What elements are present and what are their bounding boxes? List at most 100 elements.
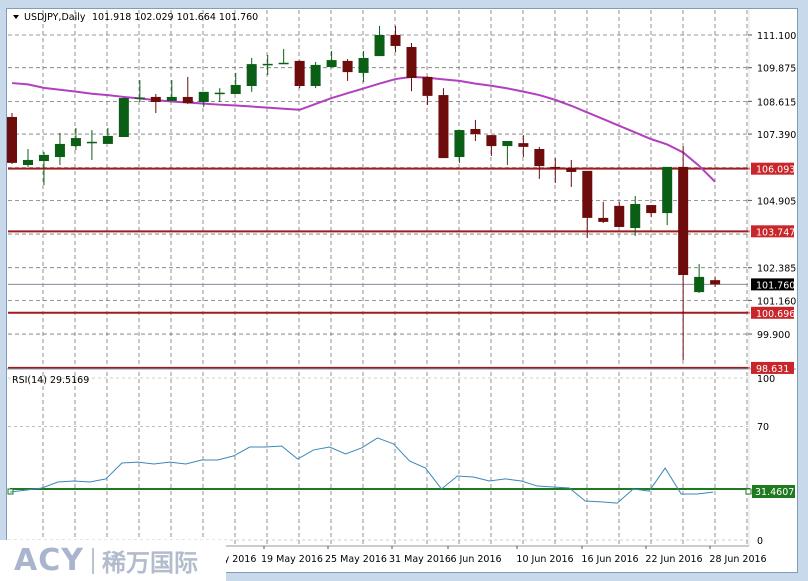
candle-11 (166, 80, 177, 101)
candle-body (566, 167, 577, 172)
candle-body (310, 64, 321, 86)
rsi-tick-0: 0 (757, 536, 763, 547)
date-label: 31 May 2016 (389, 554, 451, 565)
current-price-label: 101.760 (756, 280, 795, 291)
candle-body (406, 47, 417, 78)
date-label: 25 May 2016 (325, 554, 387, 565)
candle-42 (662, 166, 673, 226)
candle-12 (182, 76, 193, 104)
moving-average-line (11, 75, 716, 183)
candle-body (662, 166, 673, 214)
candle-body (454, 130, 465, 158)
candle-30 (470, 119, 481, 141)
price-tick-label: 101.160 (757, 296, 796, 307)
level-price-label: 106.093 (756, 165, 795, 176)
level-price-tag (751, 361, 794, 374)
candle-body (518, 143, 529, 147)
rsi-grid (8, 372, 748, 545)
candle-body (7, 116, 17, 163)
acy-logo: ACY 稀万国际 (0, 540, 226, 581)
candle-7 (102, 127, 113, 144)
date-label: 16 Jun 2016 (581, 554, 638, 565)
candle-body (326, 60, 337, 68)
rsi-level-label: 31.4607 (755, 487, 794, 498)
date-label: 28 Jun 2016 (709, 554, 766, 565)
price-tick-label: 102.385 (757, 264, 796, 275)
candle-19 (294, 60, 305, 89)
candle-body (470, 128, 481, 135)
candle-body (422, 76, 433, 96)
candle-20 (310, 61, 321, 89)
chart-window (6, 8, 798, 573)
candle-body (534, 149, 545, 167)
candle-body (118, 98, 129, 137)
candle-body (246, 64, 257, 86)
candle-23 (358, 51, 369, 82)
level-price-label: 100.696 (756, 309, 795, 320)
candle-38 (598, 201, 609, 223)
candle-1 (7, 112, 17, 164)
level-price-tag (751, 306, 794, 319)
level-price-label: 98.631 (756, 364, 789, 375)
candle-body (390, 35, 401, 46)
date-axis: y 2016 19 May 2016 25 May 2016 31 May 2016 6… (211, 546, 767, 565)
candle-body (38, 154, 49, 162)
candle-17 (262, 55, 273, 76)
grid (8, 10, 748, 368)
horizontal-levels[interactable] (8, 167, 750, 369)
candle-body (678, 166, 689, 276)
candle-14 (214, 88, 225, 103)
candle-body (710, 280, 721, 285)
candle-6 (86, 130, 97, 160)
candle-36 (566, 159, 577, 187)
price-tick-label: 109.875 (757, 64, 796, 75)
candles (7, 25, 721, 360)
level-price-label: 103.747 (756, 227, 795, 238)
rsi-level-handle-right[interactable] (745, 488, 752, 495)
candle-body (582, 170, 593, 218)
price-axis[interactable]: 106.093 103.747 100.696 98.631 111.100 109.87… (748, 31, 796, 375)
rsi-tick-70: 70 (757, 422, 769, 433)
candle-2 (22, 149, 33, 167)
ohlc-readout: 101.918 102.029 101.664 101.760 (92, 12, 258, 23)
candle-body (230, 84, 241, 95)
current-price-tag (751, 278, 794, 291)
candle-27 (422, 76, 433, 105)
candle-26 (406, 43, 417, 92)
candle-4 (54, 132, 65, 166)
price-tick-label: 111.100 (757, 31, 796, 42)
date-label: 10 Jun 2016 (516, 554, 573, 565)
candle-41 (646, 205, 657, 218)
candle-13 (198, 91, 209, 108)
candle-body (150, 96, 161, 103)
candle-body (614, 205, 625, 227)
candle-24 (374, 25, 385, 57)
candle-43 (678, 146, 689, 360)
candle-body (102, 135, 113, 144)
level-price-tag (751, 225, 794, 238)
candle-9 (134, 80, 145, 103)
candle-33 (518, 135, 529, 158)
candle-31 (486, 135, 497, 156)
candle-body (70, 138, 81, 147)
candle-16 (246, 57, 257, 92)
candle-body (166, 96, 177, 101)
dropdown-triangle-icon[interactable] (13, 15, 19, 19)
candle-body (374, 35, 385, 57)
candle-body (54, 143, 65, 158)
price-tick-label: 104.905 (757, 196, 796, 207)
candle-39 (614, 201, 625, 227)
price-tick-label: 107.390 (757, 130, 796, 141)
candle-body (214, 92, 225, 95)
candle-body (278, 62, 289, 65)
candle-body (358, 57, 369, 73)
candle-body (86, 141, 97, 144)
candle-34 (534, 146, 545, 179)
header: USDJPY,Daily 101.918 102.029 101.664 101… (13, 12, 258, 23)
candle-body (646, 205, 657, 214)
rsi-level-tag (752, 485, 795, 498)
candle-body (630, 204, 641, 229)
candle-body (294, 60, 305, 86)
candle-body (198, 91, 209, 103)
